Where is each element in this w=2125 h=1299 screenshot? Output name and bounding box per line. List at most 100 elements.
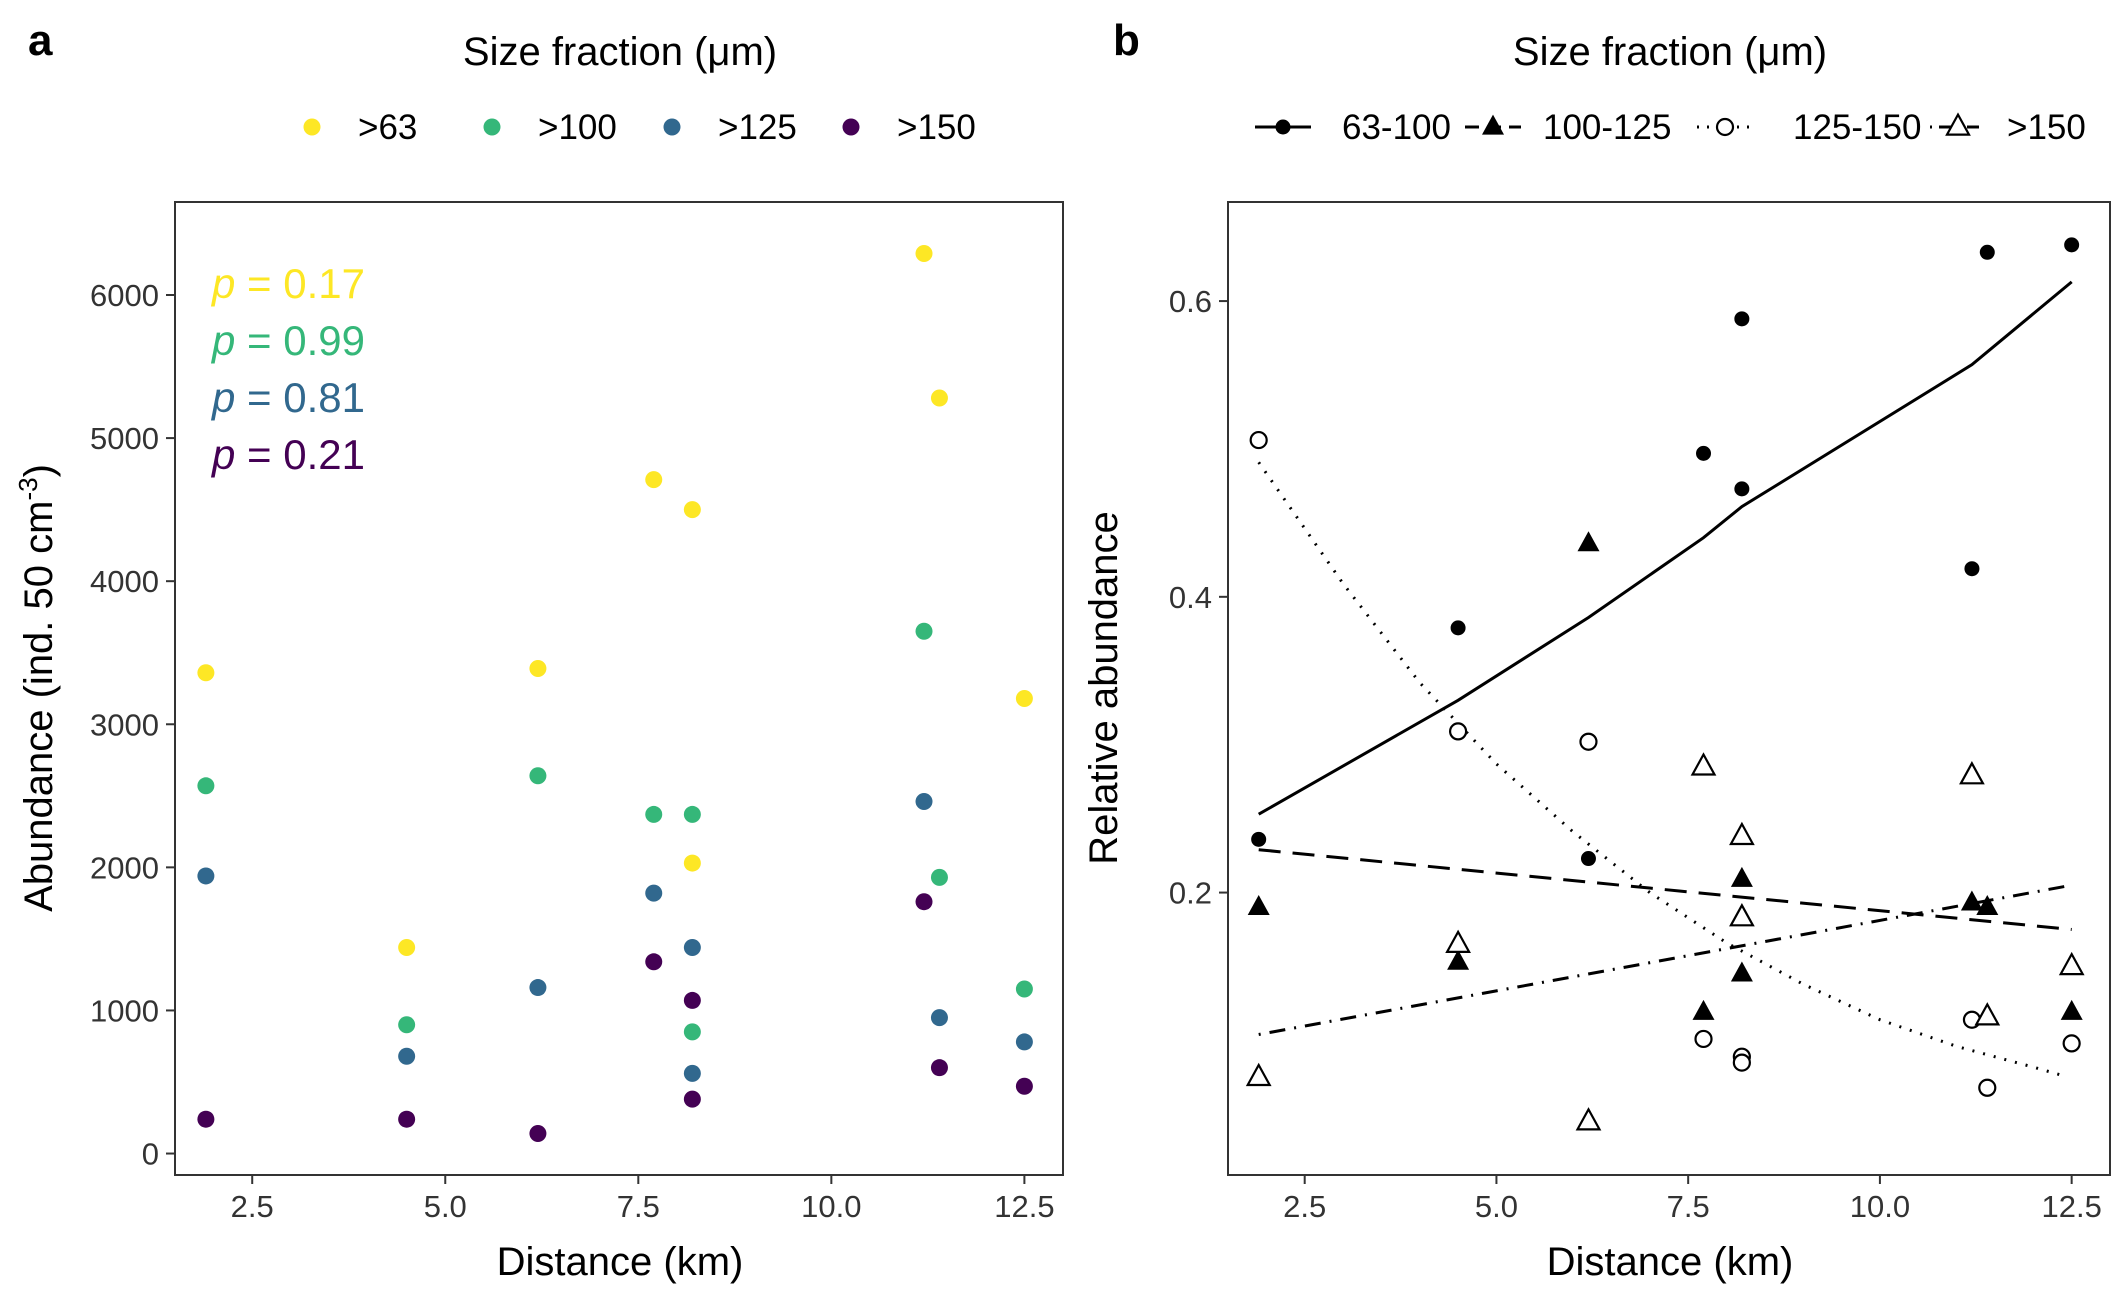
point-63-100 (1450, 620, 1466, 636)
point-gt100 (197, 777, 215, 795)
legend-label: >150 (897, 108, 976, 147)
panel-b-legend-title: Size fraction (μm) (1513, 30, 1827, 74)
y-tick-label: 0.6 (1169, 284, 1212, 319)
panel-a-p-values: p = 0.17p = 0.99p = 0.81p = 0.21 (210, 260, 365, 478)
p-value-text: = 0.21 (235, 431, 365, 478)
point-gt63 (915, 245, 933, 263)
point-gt63 (398, 938, 416, 956)
panel-a-y-axis-label-superscript: -3 (13, 477, 43, 500)
point-gt100 (645, 805, 663, 823)
point-gt63 (930, 389, 948, 407)
x-tick-label: 10.0 (1850, 1189, 1910, 1224)
point-gt150 (930, 1059, 948, 1077)
panel-b-legend: 63-100 100-125 125-150 >150 (1255, 108, 2086, 147)
point-gt150 (683, 1090, 701, 1108)
point-gt100 (529, 767, 547, 785)
y-tick-label: 0 (142, 1137, 159, 1172)
point-gt150 (915, 893, 933, 911)
point-gt125 (683, 938, 701, 956)
y-tick-label: 0.2 (1169, 876, 1212, 911)
point-gt150 (2058, 951, 2085, 976)
point-gt150 (683, 991, 701, 1009)
point-gt100 (930, 868, 948, 886)
point-gt125 (683, 1064, 701, 1082)
y-tick-label: 2000 (90, 850, 159, 885)
point-100-125 (1577, 531, 1600, 552)
panel-b-y-axis-label: Relative abundance (1082, 511, 1126, 865)
panel-a-y-axis-label-close: ) (17, 464, 61, 477)
point-125-150 (1732, 1053, 1751, 1072)
legend-key-gt63 (303, 118, 321, 136)
panel-b-plot-frame (1227, 201, 2111, 1176)
point-63-100 (1734, 481, 1750, 497)
p-value-annotation: p = 0.21 (210, 431, 365, 478)
p-value-annotation: p = 0.81 (210, 374, 365, 421)
panel-b-x-axis-label: Distance (km) (1547, 1240, 1794, 1284)
point-gt150 (1974, 1002, 2001, 1026)
fit-line-gt150 (1258, 883, 2072, 1036)
panel-a-axes: 2.5 5.0 7.5 10.0 12.5 0 1000 2000 3000 4000 5000 60… (90, 278, 1055, 1224)
x-tick-label: 7.5 (1667, 1189, 1710, 1224)
y-tick-label: 6000 (90, 278, 159, 313)
point-gt63 (683, 501, 701, 519)
x-tick-label: 5.0 (424, 1189, 467, 1224)
point-gt125 (529, 979, 547, 997)
p-value-text: = 0.17 (235, 260, 365, 307)
x-tick-label: 5.0 (1475, 1189, 1518, 1224)
point-gt63 (197, 664, 215, 682)
x-tick-label: 7.5 (617, 1189, 660, 1224)
point-125-150 (1448, 722, 1468, 741)
point-gt100 (398, 1016, 416, 1034)
point-gt125 (398, 1047, 416, 1065)
y-tick-label: 5000 (90, 421, 159, 456)
point-gt100 (683, 805, 701, 823)
p-value-text: = 0.99 (235, 317, 365, 364)
panel-a-abundance-chart: a Size fraction (μm) >63 >100 >125 >150 2.5… (13, 16, 1064, 1284)
p-value-symbol: p (210, 431, 235, 478)
y-tick-label: 4000 (90, 564, 159, 599)
panel-a-points (197, 245, 1033, 1143)
point-gt150 (1575, 1107, 1602, 1131)
point-gt63 (683, 854, 701, 872)
y-tick-label: 0.4 (1169, 580, 1212, 615)
legend-label: >63 (358, 108, 417, 147)
y-tick-label: 1000 (90, 993, 159, 1028)
point-gt63 (529, 659, 547, 677)
point-gt150 (1729, 903, 1755, 927)
p-value-annotation: p = 0.17 (210, 260, 365, 307)
point-63-100 (1979, 244, 1995, 260)
legend-key-gt150 (842, 118, 860, 136)
point-100-125 (1730, 866, 1753, 887)
x-tick-label: 10.0 (801, 1189, 861, 1224)
legend-label: >150 (2007, 108, 2086, 147)
y-tick-label: 3000 (90, 707, 159, 742)
panel-a-y-axis-label: Abundance (ind. 50 cm-3) (13, 464, 61, 912)
point-100-125 (1976, 895, 1999, 915)
p-value-text: = 0.81 (235, 374, 365, 421)
point-125-150 (1579, 732, 1598, 751)
point-100-125 (1960, 890, 1983, 911)
panel-b-fit-lines (1257, 280, 2073, 1078)
point-125-150 (1978, 1078, 1997, 1097)
panel-a-legend: >63 >100 >125 >150 (303, 108, 976, 147)
legend-label: 100-125 (1543, 108, 1671, 147)
point-gt150 (197, 1110, 215, 1128)
point-gt125 (930, 1009, 948, 1027)
point-63-100 (1734, 311, 1750, 327)
panel-b-axes: 2.5 5.0 7.5 10.0 12.5 0.2 0.4 0.6 (1169, 284, 2102, 1224)
point-gt63 (1015, 690, 1033, 708)
point-gt100 (1015, 980, 1033, 998)
panel-b-tag: b (1113, 16, 1140, 65)
panel-a-plot-frame (174, 201, 1064, 1176)
point-gt100 (683, 1023, 701, 1041)
x-tick-label: 2.5 (231, 1189, 274, 1224)
panel-a-legend-title: Size fraction (μm) (463, 30, 777, 74)
p-value-symbol: p (210, 317, 235, 364)
p-value-annotation: p = 0.99 (210, 317, 365, 364)
point-63-100 (2064, 237, 2080, 253)
legend-label: 63-100 (1342, 108, 1451, 147)
point-100-125 (1730, 961, 1753, 982)
point-63-100 (1251, 831, 1267, 847)
legend-key-gt125 (663, 118, 681, 136)
